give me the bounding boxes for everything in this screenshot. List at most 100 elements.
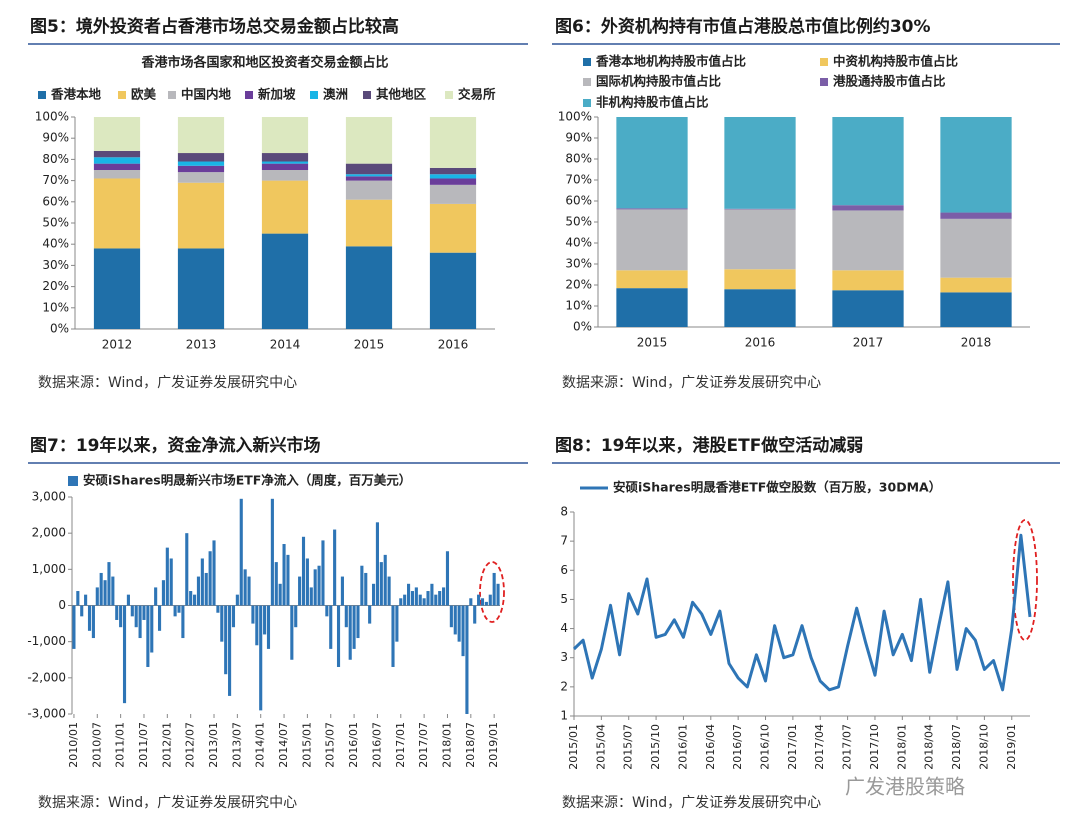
- bar: [329, 605, 333, 649]
- bar: [469, 598, 473, 606]
- bar: [274, 562, 278, 606]
- bar: [480, 598, 485, 606]
- x-tick-label: 2012: [102, 338, 133, 352]
- bar: [165, 547, 169, 606]
- line-series: [572, 533, 1032, 692]
- legend-swatch: [583, 78, 591, 86]
- legend-label: 其他地区: [376, 87, 427, 102]
- bar-segment: [429, 252, 477, 329]
- x-tick-label: 2017/01: [786, 724, 799, 770]
- y-tick-label: -1,000: [27, 634, 66, 648]
- bar-segment: [93, 248, 141, 329]
- bar-segment: [261, 180, 309, 234]
- bar: [438, 591, 442, 606]
- legend-swatch: [820, 78, 828, 86]
- bar-segment: [940, 277, 1012, 293]
- bar: [492, 572, 496, 606]
- bar-segment: [261, 233, 309, 329]
- x-tick-label: 2018/10: [977, 724, 990, 770]
- bar: [461, 605, 465, 657]
- bar: [181, 605, 185, 639]
- bar: [87, 605, 92, 631]
- bar: [348, 605, 352, 660]
- x-tick-label: 2017/10: [868, 724, 881, 770]
- bar: [235, 594, 239, 606]
- bar: [134, 605, 138, 628]
- legend-swatch: [38, 91, 46, 99]
- bar: [445, 551, 450, 606]
- bar: [122, 605, 127, 704]
- source-note: 数据来源：Wind，广发证券发展研究中心: [562, 375, 821, 391]
- bar-segment: [93, 157, 141, 164]
- bar: [193, 594, 197, 606]
- x-tick-label: 2016/07: [731, 724, 744, 770]
- y-tick-label: 70%: [565, 173, 592, 187]
- legend-swatch: [583, 58, 591, 66]
- bar: [119, 605, 123, 628]
- bar-segment: [177, 165, 225, 173]
- y-tick-label: 3,000: [32, 490, 66, 504]
- y-tick-label: 0%: [50, 322, 69, 336]
- bar: [278, 583, 282, 606]
- bar: [196, 576, 201, 606]
- x-tick-label: 2013: [186, 338, 217, 352]
- bar-segment: [429, 174, 477, 179]
- y-tick-label: 6: [560, 563, 568, 577]
- bar: [157, 605, 162, 631]
- bar-segment: [832, 270, 904, 291]
- bar: [453, 605, 457, 635]
- bar-segment: [940, 117, 1012, 213]
- y-tick-label: 40%: [565, 236, 592, 250]
- y-tick-label: 7: [560, 534, 568, 548]
- x-tick-label: 2014/07: [277, 722, 290, 768]
- legend-swatch: [820, 58, 828, 66]
- bar-segment: [177, 248, 225, 329]
- bar: [352, 605, 356, 649]
- bar: [161, 580, 165, 606]
- y-tick-label: 20%: [42, 279, 69, 293]
- bar: [154, 587, 158, 606]
- bar: [84, 594, 88, 606]
- bar-segment: [429, 184, 477, 204]
- bar-segment: [93, 170, 141, 179]
- chart-subtitle: 香港市场各国家和地区投资者交易金额占比: [140, 55, 388, 71]
- x-tick-label: 2016: [438, 338, 469, 352]
- watermark: 广发港股策略: [845, 775, 965, 799]
- bar: [266, 605, 271, 649]
- bar: [263, 605, 267, 635]
- bar: [142, 605, 146, 620]
- bar-segment: [177, 161, 225, 166]
- bar: [103, 580, 107, 606]
- x-tick-label: 2018/07: [950, 724, 963, 770]
- bar: [410, 591, 415, 606]
- x-tick-label: 2015: [354, 338, 385, 352]
- y-tick-label: 30%: [42, 258, 69, 272]
- y-tick-label: 10%: [42, 300, 69, 314]
- x-tick-label: 2012/01: [160, 722, 173, 768]
- bar: [442, 587, 446, 606]
- x-tick-label: 2017/04: [813, 724, 826, 770]
- legend-label: 中资机构持股市值占比: [833, 54, 959, 69]
- bar-segment: [345, 174, 393, 177]
- bar: [243, 569, 247, 606]
- bar: [407, 583, 411, 606]
- legend-label: 香港本地机构持股市值占比: [595, 54, 747, 69]
- bar-segment: [345, 117, 393, 164]
- y-tick-label: 60%: [42, 194, 69, 208]
- x-tick-label: 2017/07: [417, 722, 430, 768]
- x-tick-label: 2015/01: [567, 724, 580, 770]
- bar-segment: [616, 208, 688, 210]
- y-tick-label: 70%: [42, 173, 69, 187]
- bar: [356, 605, 360, 639]
- legend-label: 欧美: [131, 87, 157, 102]
- bar: [169, 558, 173, 606]
- bar: [360, 565, 364, 606]
- bar-segment: [93, 178, 141, 249]
- bar-segment: [940, 218, 1012, 278]
- bar: [255, 605, 259, 646]
- legend-swatch: [363, 91, 371, 99]
- bar-segment: [616, 209, 688, 271]
- bar: [477, 594, 481, 606]
- bar: [72, 605, 76, 649]
- legend-swatch: [68, 476, 78, 486]
